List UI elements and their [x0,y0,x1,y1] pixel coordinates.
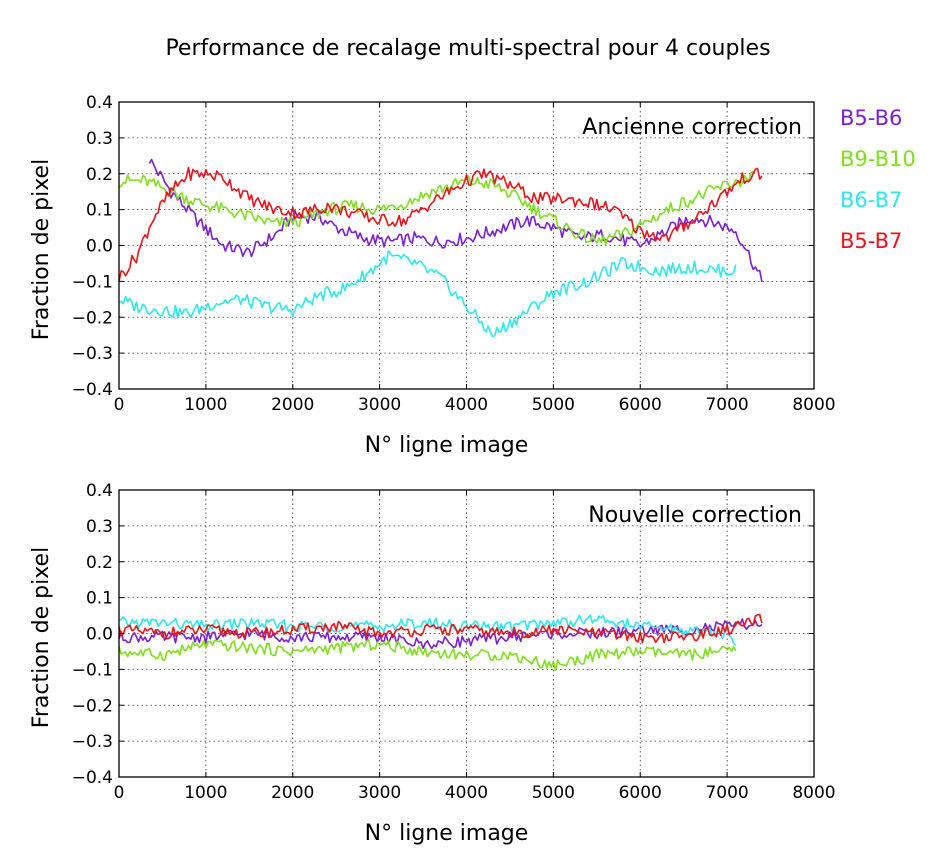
series-line-b9-b10 [118,638,737,672]
y-tick-label: −0.3 [72,344,113,364]
legend-item-b6-b7: B6-B7 [840,188,903,212]
panel-annotation: Nouvelle correction [588,503,802,528]
series-line-b6-b7 [118,250,737,338]
y-tick-label: 0.3 [86,129,113,149]
chart-ancienne-correction: 0 1000 2000 3000 4000 5000 6000 7000 8000 0.4 0.3 0… [29,93,836,458]
x-tick-label: 3000 [358,783,401,803]
x-tick-label: 6000 [619,783,662,803]
x-tick-label: 2000 [271,395,314,415]
x-tick-label: 4000 [445,783,488,803]
x-tick-label: 5000 [532,783,575,803]
y-tick-label: 0.4 [86,93,113,113]
series-line-b5-b7 [118,613,763,644]
y-tick-label: −0.3 [72,732,113,752]
y-tick-label: −0.1 [72,660,113,680]
x-tick-label: 1000 [184,783,227,803]
y-tick-label: 0.0 [86,237,113,257]
legend-item-b5-b6: B5-B6 [840,106,903,130]
chart-nouvelle-correction: 0 1000 2000 3000 4000 5000 6000 7000 8000 0.4 0.3 0… [29,481,836,846]
series-line-b9-b10 [118,170,754,246]
legend: B5-B6 B9-B10 B6-B7 B5-B7 [840,104,936,268]
y-tick-label: 0.2 [86,553,113,573]
x-tick-label: 7000 [705,783,748,803]
legend-item-b5-b7: B5-B7 [840,229,903,253]
x-axis-label: N° ligne image [365,821,529,846]
series-line-b5-b7 [118,166,763,282]
x-tick-label: 5000 [532,395,575,415]
figure-title: Performance de recalage multi-spectral p… [165,36,771,61]
ticks: 0 1000 2000 3000 4000 5000 6000 7000 8000 0.4 0.3 0… [72,93,836,415]
legend-item-b9-b10: B9-B10 [840,147,916,171]
x-tick-label: 2000 [271,783,314,803]
ticks: 0 1000 2000 3000 4000 5000 6000 7000 8000 0.4 0.3 0… [72,481,836,803]
x-tick-label: 0 [114,783,125,803]
panel-annotation: Ancienne correction [582,115,802,140]
y-tick-label: −0.4 [72,380,113,400]
x-tick-label: 0 [114,395,125,415]
y-tick-label: −0.4 [72,768,113,788]
y-tick-label: −0.2 [72,308,113,328]
y-tick-label: 0.1 [86,201,113,221]
x-tick-label: 1000 [184,395,227,415]
y-axis-label: Fraction de pixel [29,547,54,728]
y-tick-label: 0.3 [86,517,113,537]
grid [119,490,814,777]
y-tick-label: 0.1 [86,589,113,609]
grid [119,102,814,389]
series-line-b5-b6 [118,618,763,650]
y-tick-label: 0.0 [86,625,113,645]
x-tick-label: 8000 [792,783,835,803]
x-tick-label: 4000 [445,395,488,415]
series-line-b5-b6 [148,158,763,283]
y-tick-label: −0.1 [72,272,113,292]
x-tick-label: 7000 [705,395,748,415]
y-tick-label: 0.2 [86,165,113,185]
y-tick-label: 0.4 [86,481,113,501]
x-tick-label: 8000 [792,395,835,415]
x-tick-label: 3000 [358,395,401,415]
x-axis-label: N° ligne image [365,433,529,458]
x-tick-label: 6000 [619,395,662,415]
y-axis-label: Fraction de pixel [29,159,54,340]
y-tick-label: −0.2 [72,696,113,716]
